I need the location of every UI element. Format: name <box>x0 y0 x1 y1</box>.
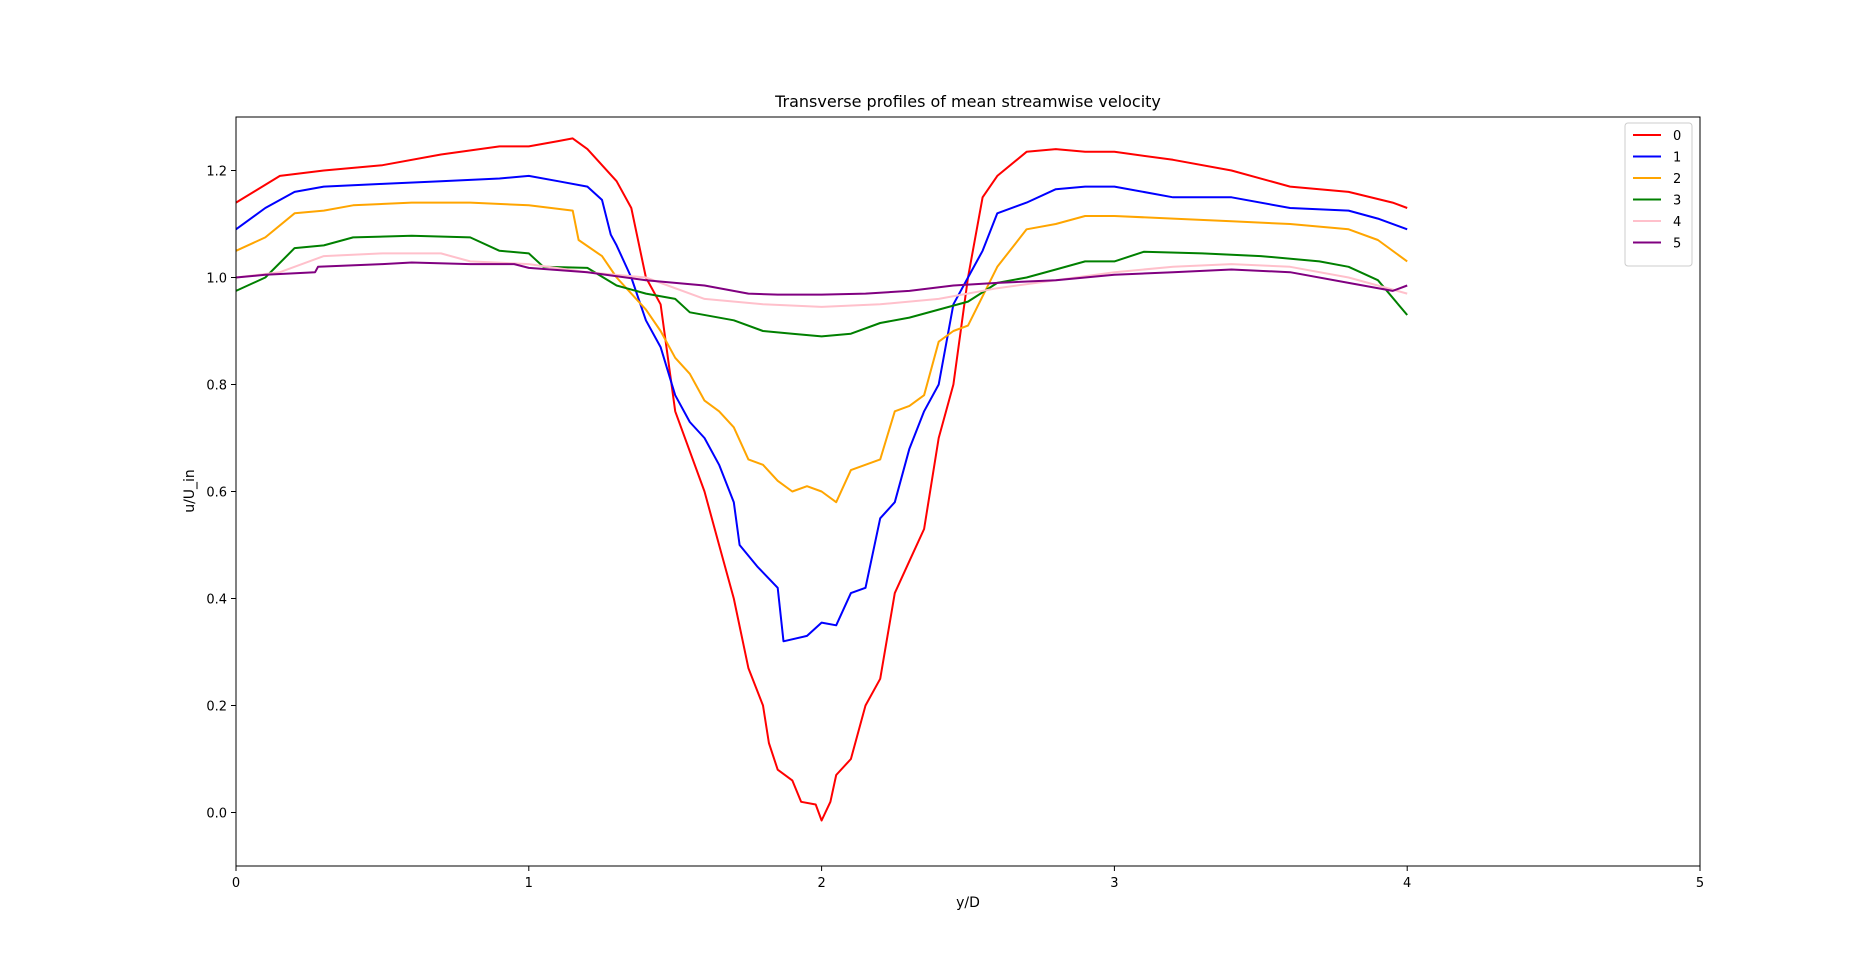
x-tick-label: 4 <box>1403 876 1411 891</box>
x-axis-label: y/D <box>956 895 980 911</box>
legend-box <box>1624 122 1693 267</box>
series-line-5 <box>235 261 1408 296</box>
y-tick-label: 0.0 <box>206 807 227 822</box>
series-line-1 <box>235 174 1408 643</box>
y-tick-label: 1.0 <box>206 272 227 287</box>
x-axis: 0 1 2 3 4 5 <box>232 866 1704 891</box>
series-line-4 <box>235 252 1408 308</box>
series-line-0 <box>235 137 1408 822</box>
y-tick-label: 1.2 <box>206 165 227 180</box>
series-line-2 <box>235 201 1408 504</box>
legend-label-2: 2 <box>1673 172 1681 187</box>
x-tick-label: 2 <box>817 876 825 891</box>
series-line-3 <box>235 234 1408 338</box>
x-tick-label: 3 <box>1110 876 1118 891</box>
legend-label-0: 0 <box>1673 129 1681 144</box>
x-tick-label: 5 <box>1696 876 1704 891</box>
legend-label-3: 3 <box>1673 194 1681 209</box>
y-tick-label: 0.6 <box>206 486 227 501</box>
y-axis-label: u/U_in <box>182 469 198 513</box>
y-tick-label: 0.2 <box>206 700 227 715</box>
chart-title: Transverse profiles of mean streamwise v… <box>774 92 1161 111</box>
legend-label-4: 4 <box>1673 215 1681 230</box>
series-layer <box>235 137 1408 822</box>
legend: 0 1 2 3 4 5 <box>1624 122 1693 267</box>
x-tick-label: 1 <box>525 876 533 891</box>
legend-label-1: 1 <box>1673 151 1681 166</box>
legend-label-5: 5 <box>1673 237 1681 252</box>
y-tick-label: 0.8 <box>206 379 227 394</box>
y-axis: 0.0 0.2 0.4 0.6 0.8 1.0 1.2 <box>206 165 236 822</box>
x-tick-label: 0 <box>232 876 240 891</box>
y-tick-label: 0.4 <box>206 593 227 608</box>
